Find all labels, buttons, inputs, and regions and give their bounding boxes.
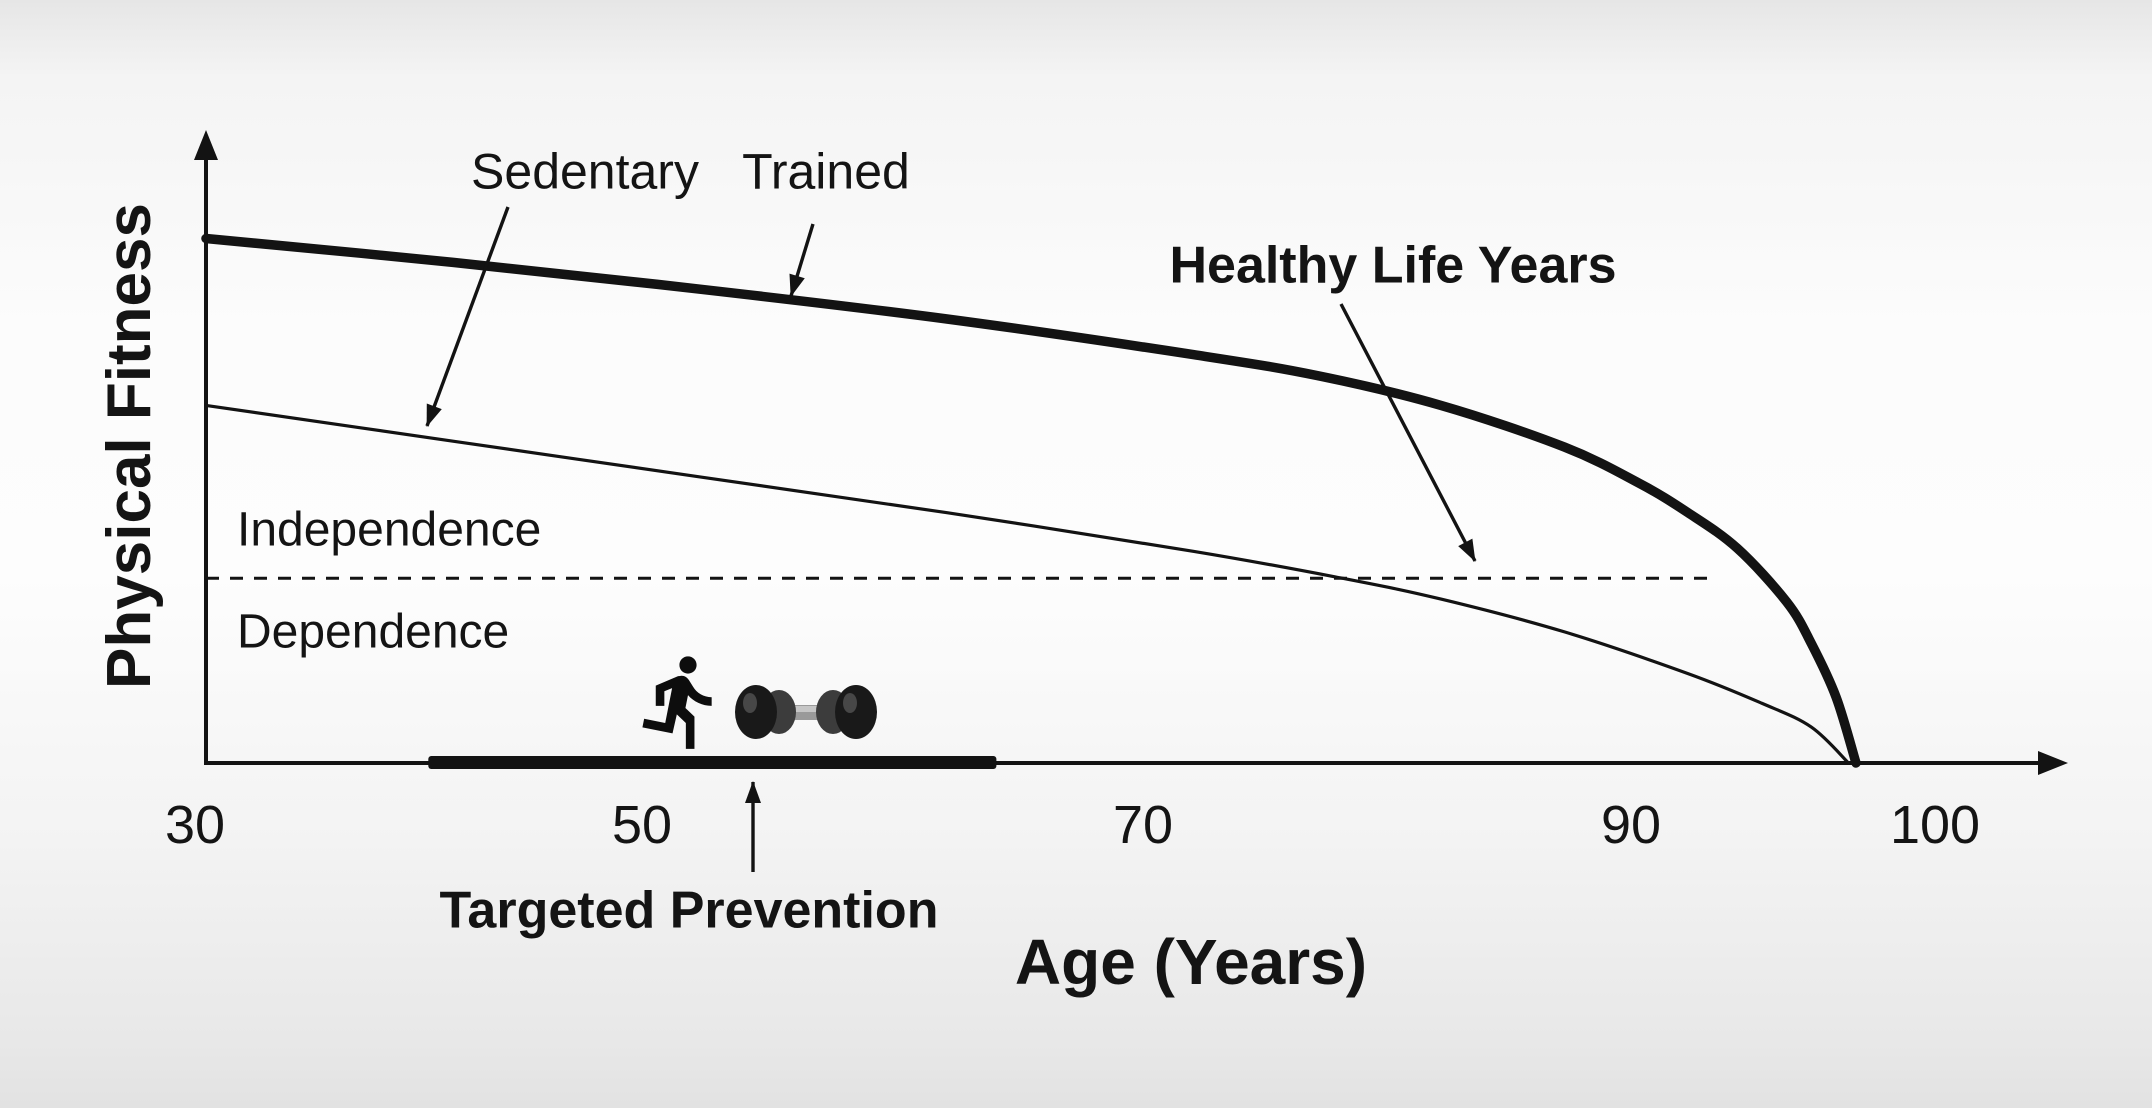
x-axis-tick-label: 90 — [1600, 795, 1662, 855]
sedentary-arrow — [425, 206, 510, 427]
sedentary-curve — [204, 403, 1851, 765]
targeted-prevention-bar — [428, 756, 997, 769]
x-axis-arrowhead — [2038, 751, 2068, 775]
x-axis-tick-label: 50 — [611, 795, 673, 855]
trained-curve — [201, 233, 1861, 768]
healthy-life-years-arrow — [1339, 303, 1477, 562]
trained-label: Trained — [742, 143, 910, 200]
sedentary-label: Sedentary — [471, 143, 699, 200]
runner-icon — [642, 656, 712, 749]
x-axis-tick-label: 30 — [164, 795, 226, 855]
annotation-arrows — [425, 206, 1477, 872]
dependence-label: Dependence — [237, 605, 510, 659]
x-axis-tick-label: 70 — [1112, 795, 1174, 855]
y-axis-arrowhead — [194, 130, 218, 160]
x-axis-tick-label: 100 — [1889, 795, 1981, 855]
targeted-prevention-label: Targeted Prevention — [439, 881, 939, 940]
dumbbell-icon — [735, 685, 877, 739]
trained-arrow — [789, 223, 815, 297]
x-axis-title: Age (Years) — [1014, 925, 1368, 998]
independence-label: Independence — [237, 503, 542, 557]
healthy-life-years-label: Healthy Life Years — [1169, 236, 1617, 295]
